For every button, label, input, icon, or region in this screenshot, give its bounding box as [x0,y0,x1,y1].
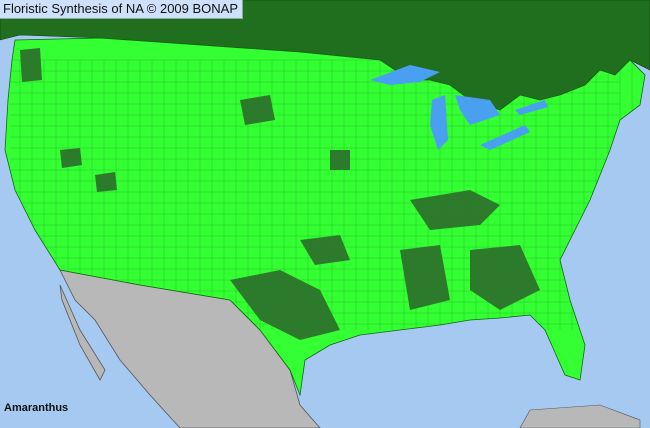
map-title: Floristic Synthesis of NA © 2009 BONAP [0,0,244,19]
cuba-region [519,404,641,428]
great-lakes [370,65,548,150]
dense-county-patches [20,48,540,340]
taxon-label: Amaranthus [4,402,69,414]
